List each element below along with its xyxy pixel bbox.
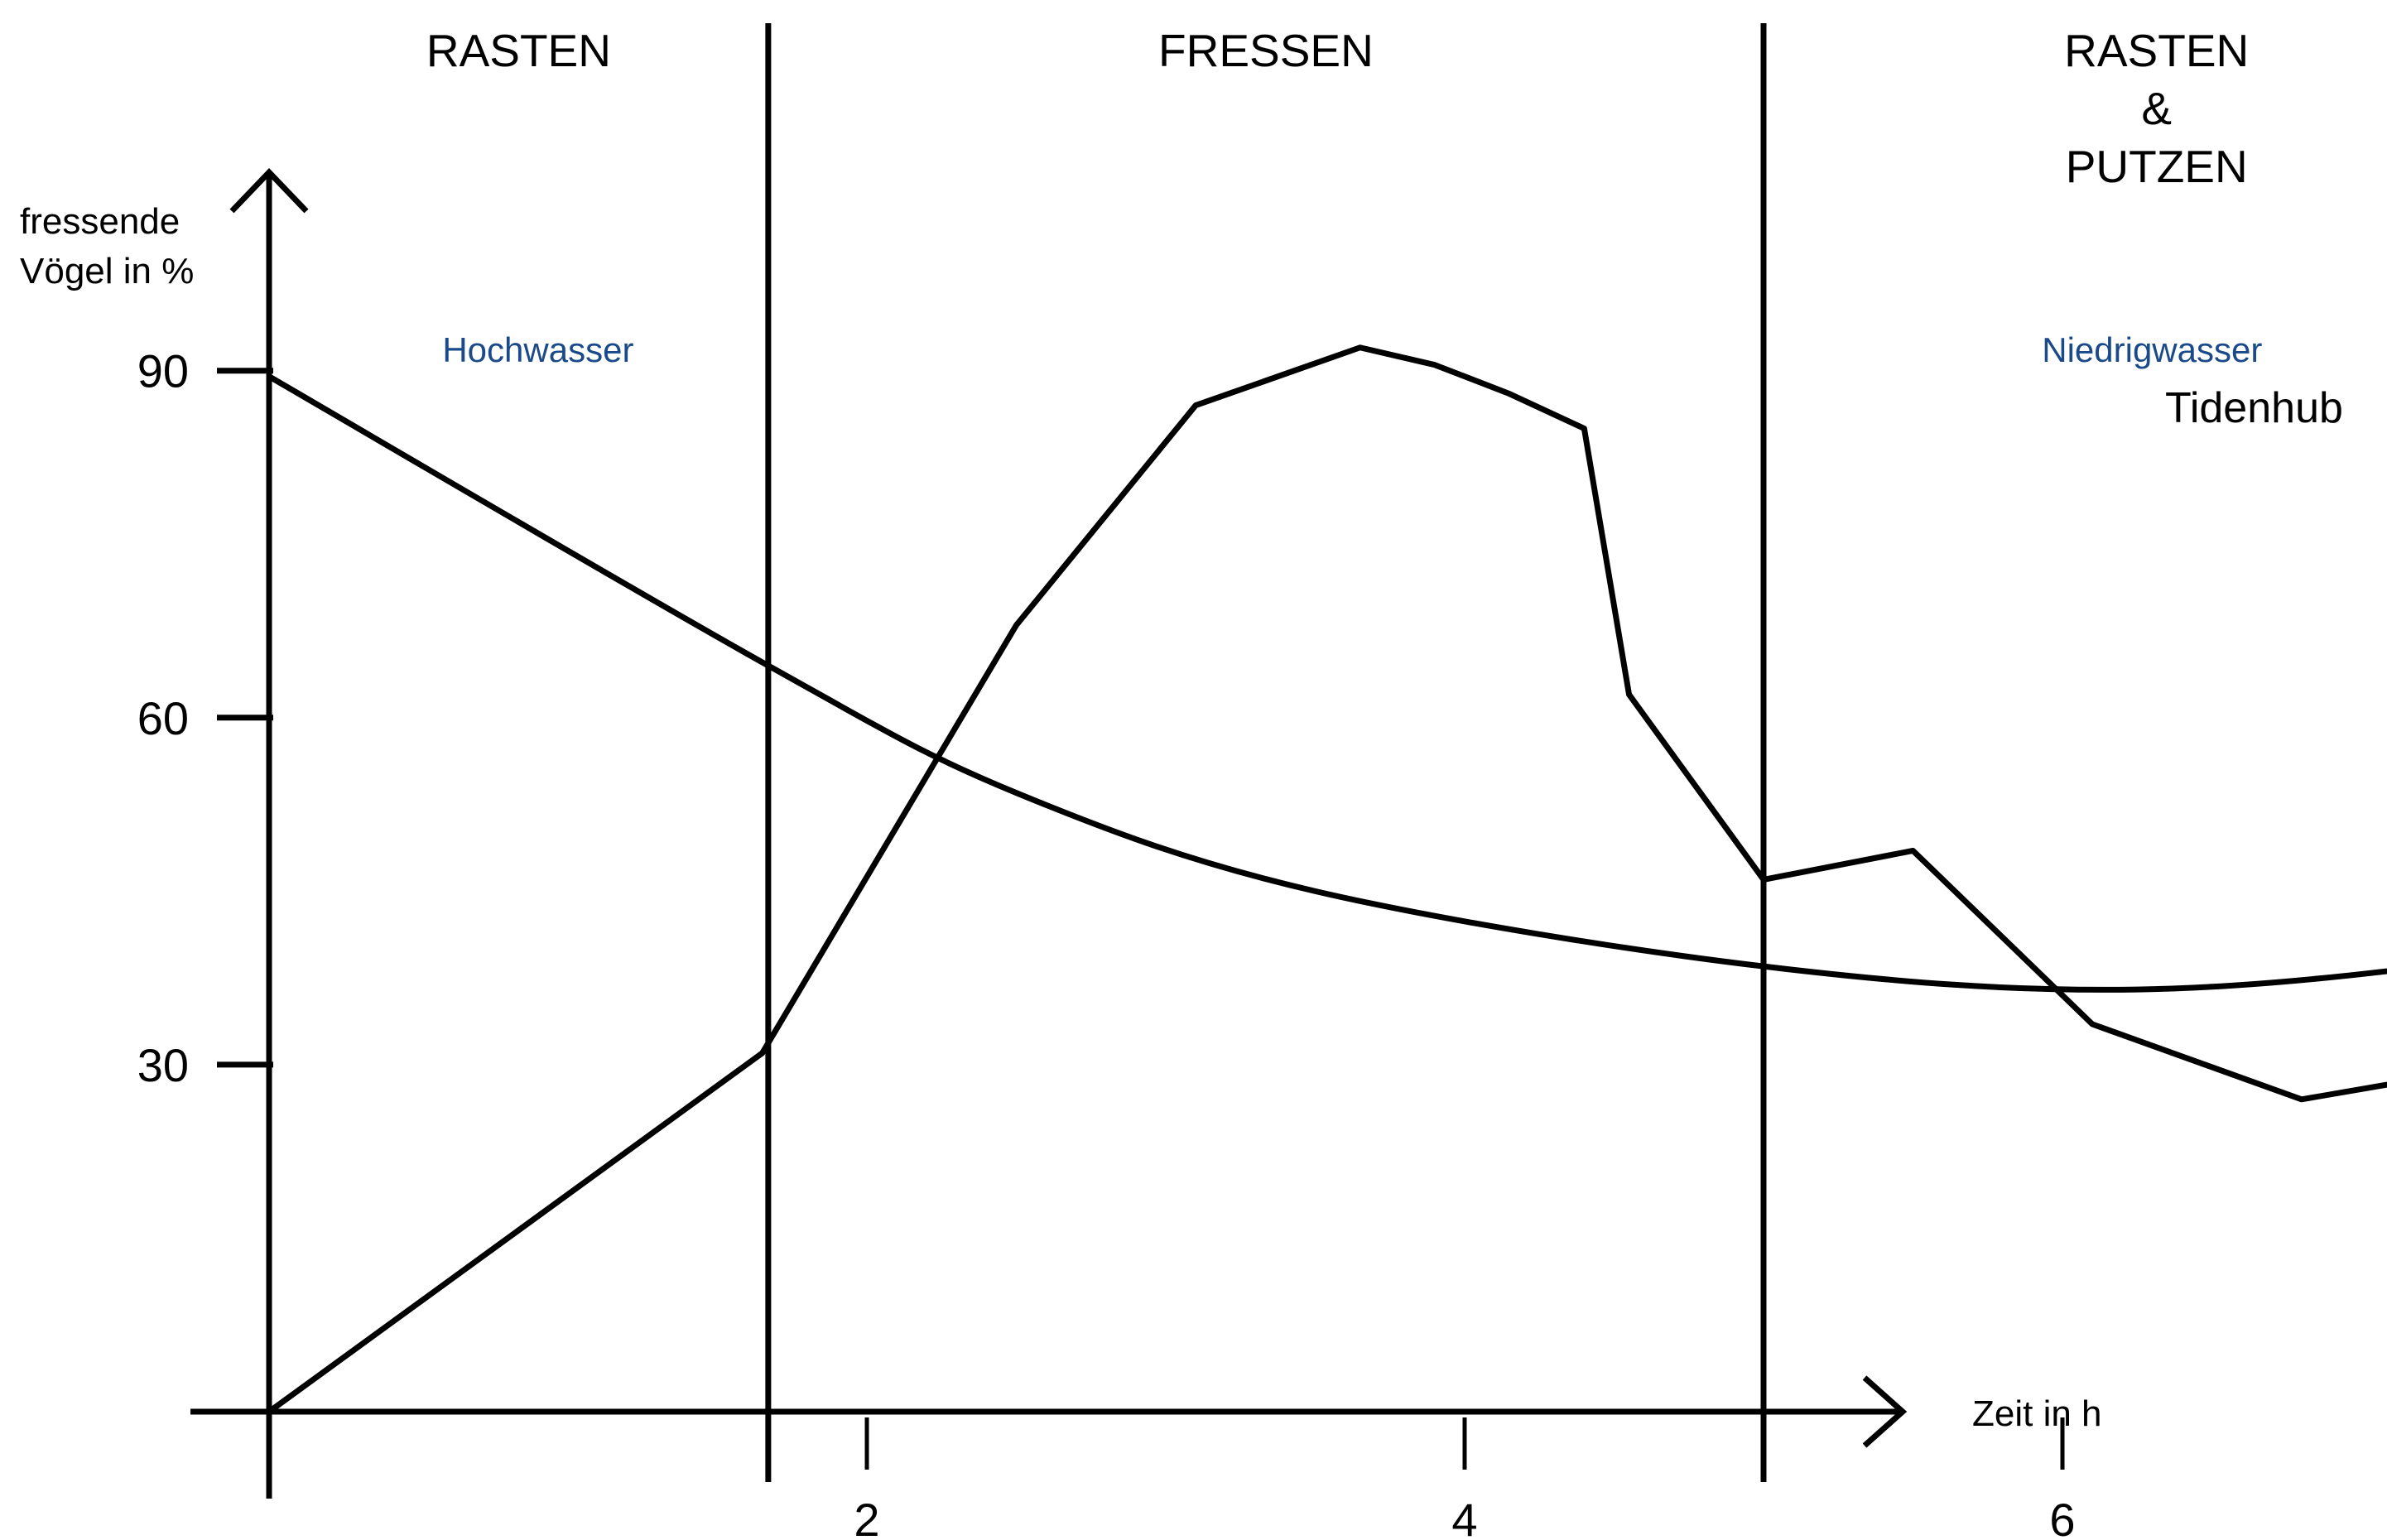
ticks: 246810306090 [137,345,2076,1540]
phase-label-3-line-2: & [2141,83,2172,134]
y-axis-arrowhead [229,167,309,214]
phase-boundaries [765,23,1767,1482]
phase-label-3-line-1: RASTEN [2064,25,2249,76]
y-axis-label-line-1: fressende [20,201,180,242]
y-tick-label-30: 30 [137,1039,189,1091]
water-label-2: Niedrigwasser [2042,330,2262,369]
series [266,344,2387,1415]
axes [190,167,1908,1499]
series-feeding-birds [266,344,2387,1415]
water-labels: HochwasserNiedrigwasserHochwasser [442,330,2262,369]
legend: Tidenhub [2165,384,2343,432]
phase-label-2-line-1: FRESSEN [1158,25,1374,76]
x-tick-label-4: 4 [1451,1494,1477,1540]
series-tidenhub [266,373,2387,993]
phase-label-1-line-1: RASTEN [426,25,611,76]
y-tick-label-90: 90 [137,345,189,397]
phase-label-3-line-3: PUTZEN [2066,141,2248,192]
x-axis-label: Zeit in h [1972,1393,2102,1434]
y-axis-label-line-2: Vögel in % [20,251,194,291]
axis-labels: fressende Vögel in % Zeit in h [20,201,2102,1434]
water-label-1: Hochwasser [442,330,633,369]
x-axis-arrowhead [1862,1375,1908,1448]
y-tick-label-60: 60 [137,692,189,744]
x-tick-label-6: 6 [2049,1494,2075,1540]
x-tick-label-2: 2 [854,1494,879,1540]
tidenhub-label: Tidenhub [2165,384,2343,432]
